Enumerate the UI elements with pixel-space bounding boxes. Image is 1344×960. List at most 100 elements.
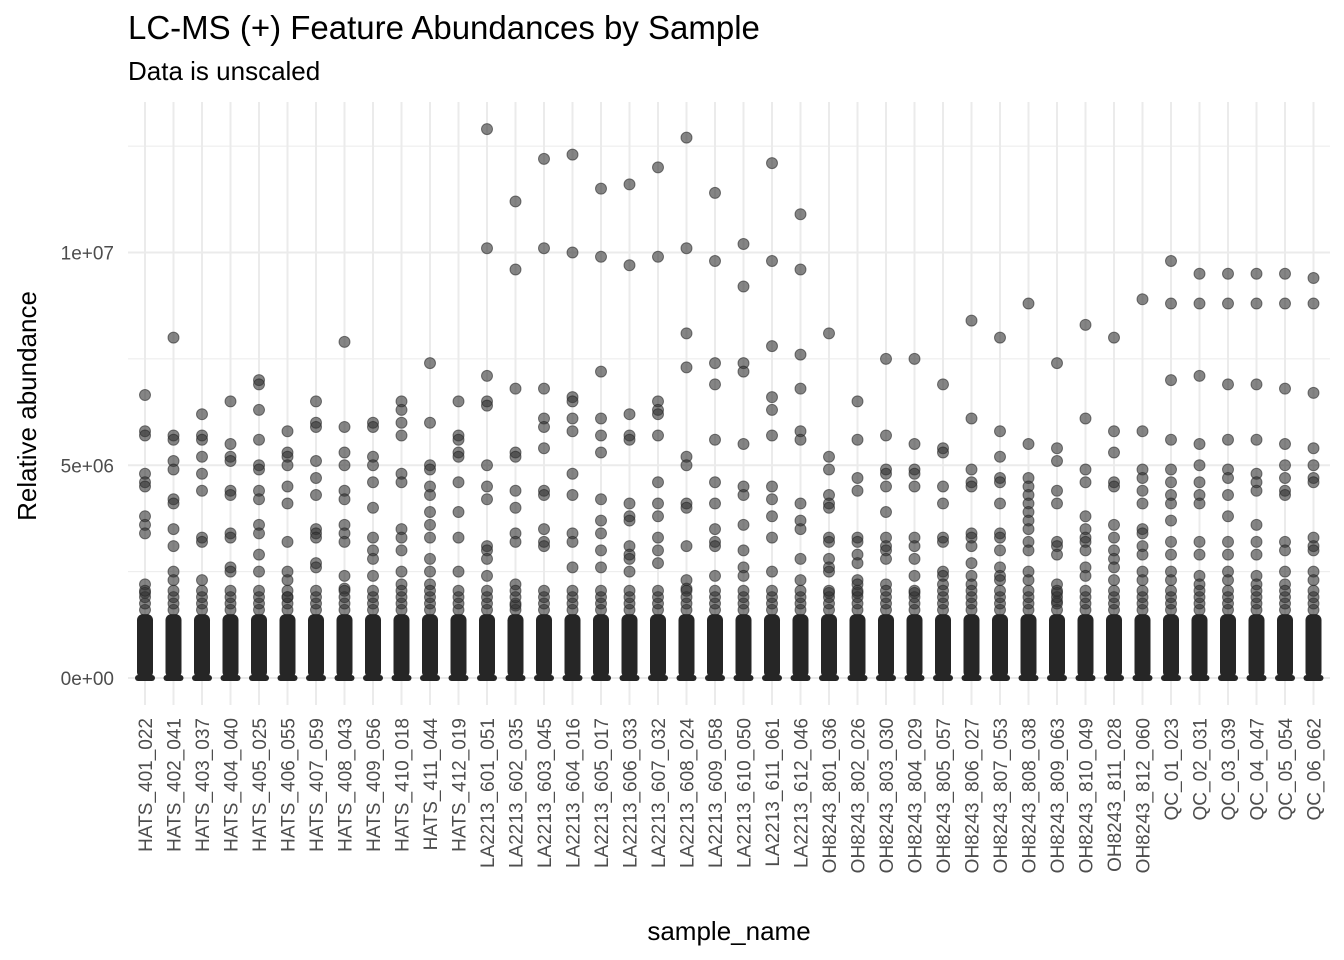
- data-point: [338, 535, 351, 548]
- data-point: [794, 382, 807, 395]
- data-point: [652, 429, 664, 442]
- data-point: [281, 425, 294, 438]
- data-point: [253, 548, 265, 561]
- data-point: [1165, 463, 1177, 476]
- dense-point-cluster: [935, 614, 951, 678]
- zero-cluster: [904, 675, 925, 681]
- data-point: [652, 510, 664, 523]
- data-point: [851, 472, 864, 485]
- data-point: [1108, 561, 1120, 574]
- dense-point-cluster: [735, 614, 752, 678]
- data-point: [623, 497, 636, 510]
- data-point: [310, 395, 322, 408]
- data-point: [652, 497, 664, 510]
- data-point: [566, 148, 579, 161]
- data-point: [310, 584, 322, 597]
- x-tick-label: LA2213_606_033: [621, 718, 642, 868]
- data-point: [538, 489, 550, 502]
- data-point: [1279, 267, 1291, 280]
- data-point: [652, 531, 664, 544]
- data-point: [766, 403, 778, 416]
- data-point: [167, 463, 180, 476]
- zero-cluster: [1218, 675, 1238, 681]
- data-point: [253, 378, 265, 391]
- data-point: [766, 565, 778, 578]
- data-point: [253, 403, 265, 416]
- data-point: [1193, 497, 1206, 510]
- data-point: [652, 584, 664, 597]
- data-point: [623, 408, 636, 421]
- data-point: [424, 463, 436, 476]
- data-point: [709, 540, 721, 553]
- data-point: [395, 565, 408, 578]
- data-point: [538, 584, 550, 597]
- data-point: [538, 242, 550, 255]
- data-point: [994, 531, 1006, 544]
- data-point: [908, 552, 921, 565]
- x-tick-label: QC_01_023: [1162, 718, 1183, 820]
- x-tick-label: LA2213_602_035: [507, 718, 528, 868]
- data-point: [908, 467, 921, 480]
- data-point: [338, 459, 351, 472]
- zero-cluster: [1189, 675, 1210, 681]
- dense-point-cluster: [764, 614, 780, 678]
- data-point: [139, 584, 151, 597]
- zero-cluster: [619, 675, 640, 681]
- data-point: [652, 250, 664, 263]
- data-point: [652, 161, 664, 174]
- data-point: [737, 584, 750, 597]
- zero-cluster: [249, 675, 269, 681]
- data-point: [167, 584, 180, 597]
- zero-cluster: [648, 675, 668, 681]
- data-point: [310, 420, 322, 433]
- data-point: [1222, 267, 1234, 280]
- data-point: [281, 584, 294, 597]
- data-point: [424, 584, 436, 597]
- data-point: [737, 518, 750, 531]
- x-tick-label: OH8243_804_029: [906, 718, 927, 873]
- data-point: [1307, 272, 1320, 285]
- zero-cluster: [562, 675, 583, 681]
- data-point: [851, 433, 864, 446]
- zero-cluster: [1047, 675, 1067, 681]
- data-point: [509, 450, 522, 463]
- x-tick-label: LA2213_607_032: [649, 718, 670, 868]
- data-point: [424, 552, 436, 565]
- dense-point-cluster: [393, 614, 410, 678]
- data-point: [652, 544, 664, 557]
- x-tick-label: LA2213_609_058: [706, 718, 727, 868]
- data-point: [766, 429, 778, 442]
- x-tick-label: HATS_404_040: [222, 718, 243, 852]
- data-point: [1193, 437, 1206, 450]
- data-point: [281, 574, 294, 587]
- data-point: [880, 552, 892, 565]
- data-point: [1136, 472, 1149, 485]
- x-tick-label: QC_04_047: [1248, 718, 1269, 820]
- x-tick-label: LA2213_603_045: [535, 718, 556, 868]
- data-point: [709, 569, 721, 582]
- zero-cluster: [135, 675, 155, 681]
- x-tick-label: QC_05_054: [1276, 718, 1297, 821]
- data-point: [595, 514, 607, 527]
- data-point: [595, 544, 607, 557]
- data-point: [367, 420, 379, 433]
- dense-point-cluster: [992, 614, 1008, 678]
- data-point: [1222, 548, 1234, 561]
- data-point: [424, 416, 436, 429]
- data-point: [1165, 535, 1177, 548]
- data-point: [367, 584, 379, 597]
- data-point: [224, 395, 237, 408]
- data-point: [424, 565, 436, 578]
- dense-point-cluster: [1277, 614, 1293, 678]
- data-point: [880, 480, 892, 493]
- data-point: [167, 523, 180, 536]
- data-point: [1165, 433, 1177, 446]
- y-tick-label: 1e+07: [61, 244, 114, 265]
- data-point: [1279, 297, 1291, 310]
- data-point: [680, 540, 693, 553]
- data-point: [994, 584, 1006, 597]
- chart-title: LC-MS (+) Feature Abundances by Sample: [128, 9, 760, 46]
- data-point: [1307, 297, 1320, 310]
- zero-cluster: [477, 675, 497, 681]
